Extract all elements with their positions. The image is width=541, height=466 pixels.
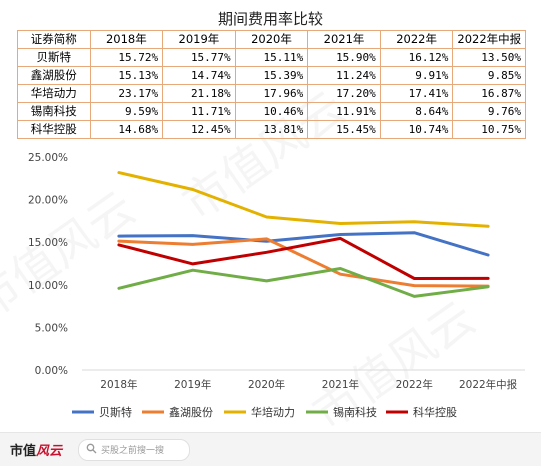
table-header-cell: 2022年中报 bbox=[452, 30, 526, 49]
company-name-cell: 华培动力 bbox=[17, 84, 91, 103]
company-name-cell: 鑫湖股份 bbox=[17, 66, 91, 85]
series-line bbox=[117, 231, 490, 257]
value-cell: 12.45% bbox=[162, 120, 236, 139]
x-tick-label: 2021年 bbox=[322, 378, 359, 391]
y-tick-label: 10.00% bbox=[28, 280, 68, 292]
table-row: 华培动力 23.17% 21.18% 17.96% 17.20% 17.41% 16.87% bbox=[17, 84, 526, 103]
value-cell: 14.68% bbox=[89, 120, 164, 139]
value-cell: 15.90% bbox=[307, 48, 381, 67]
legend-label: 锡南科技 bbox=[333, 405, 377, 419]
table-header-cell: 2022年 bbox=[379, 30, 454, 49]
series-line bbox=[117, 267, 490, 298]
value-cell: 10.74% bbox=[379, 120, 454, 139]
line-chart: 0.00% 5.00% 10.00% 15.00% 20.00% 25.00% 2018年 2… bbox=[28, 152, 525, 419]
legend-label: 华培动力 bbox=[251, 405, 295, 419]
table-header-cell: 2018年 bbox=[89, 30, 164, 49]
search-input[interactable]: 买股之前搜一搜 bbox=[78, 439, 190, 461]
table-header-cell: 2020年 bbox=[234, 30, 309, 49]
legend-label: 科华控股 bbox=[413, 405, 457, 419]
value-cell: 9.59% bbox=[89, 102, 164, 121]
value-cell: 8.64% bbox=[379, 102, 454, 121]
value-cell: 15.11% bbox=[234, 48, 309, 67]
y-tick-label: 5.00% bbox=[35, 322, 68, 334]
table-header-cell: 证券简称 bbox=[17, 30, 91, 49]
y-tick-label: 25.00% bbox=[28, 152, 68, 164]
value-cell: 21.18% bbox=[162, 84, 236, 103]
value-cell: 10.75% bbox=[452, 120, 526, 139]
value-cell: 23.17% bbox=[89, 84, 164, 103]
x-tick-label: 2018年 bbox=[100, 378, 137, 391]
y-tick-label: 0.00% bbox=[35, 365, 68, 377]
value-cell: 15.72% bbox=[89, 48, 164, 67]
table-header-cell: 2021年 bbox=[307, 30, 381, 49]
x-tick-label: 2022年中报 bbox=[459, 378, 518, 391]
x-tick-label: 2022年 bbox=[396, 378, 433, 391]
table-header-cell: 2019年 bbox=[162, 30, 236, 49]
series-line bbox=[117, 236, 490, 280]
value-cell: 11.71% bbox=[162, 102, 236, 121]
table-row: 锡南科技 9.59% 11.71% 10.46% 11.91% 8.64% 9.76% bbox=[17, 102, 526, 121]
footer-bar: 市值风云 买股之前搜一搜 bbox=[0, 432, 541, 466]
brand-logo[interactable]: 市值风云 bbox=[10, 444, 63, 459]
value-cell: 9.91% bbox=[379, 66, 454, 85]
company-name-cell: 锡南科技 bbox=[17, 102, 91, 121]
value-cell: 17.96% bbox=[234, 84, 309, 103]
y-tick-label: 20.00% bbox=[28, 195, 68, 207]
table-header-row: 证券简称 2018年 2019年 2020年 2021年 2022年 2022年中报 bbox=[17, 30, 526, 49]
value-cell: 9.76% bbox=[452, 102, 526, 121]
value-cell: 11.91% bbox=[307, 102, 381, 121]
value-cell: 13.81% bbox=[234, 120, 309, 139]
search-placeholder: 买股之前搜一搜 bbox=[101, 446, 165, 456]
expense-ratio-table: 证券简称 2018年 2019年 2020年 2021年 2022年 2022年中报 贝斯特… bbox=[17, 30, 526, 139]
value-cell: 15.39% bbox=[234, 66, 309, 85]
value-cell: 11.24% bbox=[307, 66, 381, 85]
value-cell: 17.41% bbox=[379, 84, 454, 103]
value-cell: 16.12% bbox=[379, 48, 454, 67]
table-row: 贝斯特 15.72% 15.77% 15.11% 15.90% 16.12% 13.50% bbox=[17, 48, 526, 67]
value-cell: 16.87% bbox=[452, 84, 526, 103]
table-row: 科华控股 14.68% 12.45% 13.81% 15.45% 10.74% 10.75% bbox=[17, 120, 526, 139]
value-cell: 17.20% bbox=[307, 84, 381, 103]
legend-label: 贝斯特 bbox=[99, 405, 132, 419]
search-icon bbox=[86, 443, 97, 454]
legend-label: 鑫湖股份 bbox=[169, 405, 213, 419]
value-cell: 13.50% bbox=[452, 48, 526, 67]
table-row: 鑫湖股份 15.13% 14.74% 15.39% 11.24% 9.91% 9.85% bbox=[17, 66, 526, 85]
chart-title: 期间费用率比较 bbox=[217, 10, 323, 28]
y-tick-label: 15.00% bbox=[28, 237, 68, 249]
value-cell: 15.77% bbox=[162, 48, 236, 67]
x-tick-label: 2020年 bbox=[248, 378, 285, 391]
value-cell: 15.13% bbox=[89, 66, 164, 85]
value-cell: 14.74% bbox=[162, 66, 236, 85]
company-name-cell: 科华控股 bbox=[17, 120, 91, 139]
value-cell: 9.85% bbox=[452, 66, 526, 85]
x-tick-label: 2019年 bbox=[174, 378, 211, 391]
company-name-cell: 贝斯特 bbox=[17, 48, 91, 67]
series-line bbox=[117, 171, 490, 228]
value-cell: 15.45% bbox=[307, 120, 381, 139]
series-line bbox=[117, 237, 490, 288]
value-cell: 10.46% bbox=[234, 102, 309, 121]
